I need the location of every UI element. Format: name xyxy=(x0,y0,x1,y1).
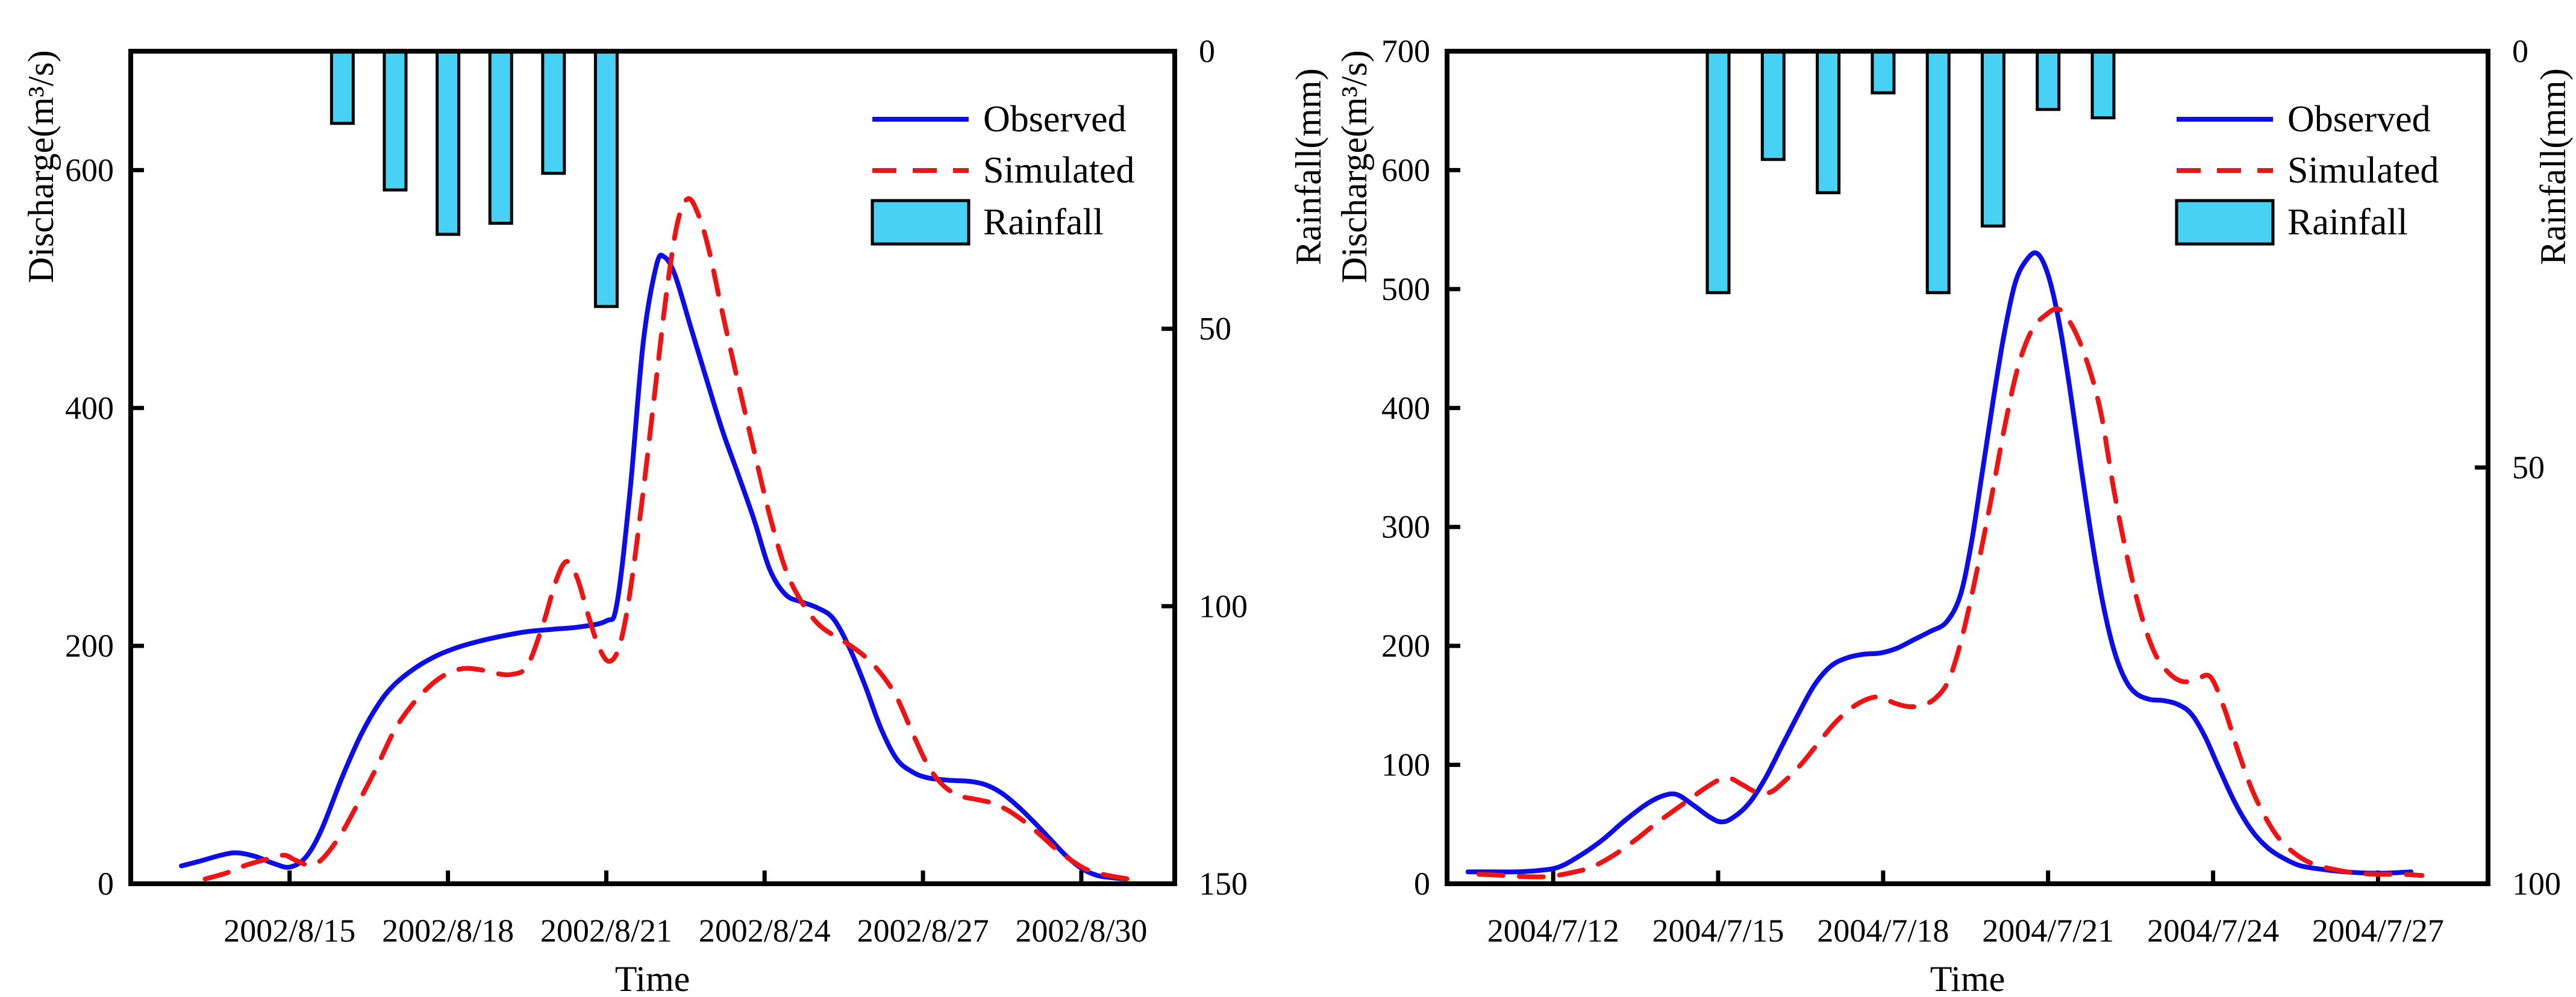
rainfall-bar xyxy=(2036,49,2061,111)
x-axis-title: Time xyxy=(615,959,690,997)
rainfall-bar xyxy=(1760,49,1786,161)
x-axis-title: Time xyxy=(1930,959,2005,997)
x-tick-label: 2002/8/15 xyxy=(224,913,355,949)
rainfall-bar xyxy=(1980,49,2005,228)
y-left-tick-label: 0 xyxy=(1414,866,1430,902)
rainfall-bar xyxy=(593,49,619,308)
y-right-tick-label: 100 xyxy=(1199,588,1248,624)
simulated-line xyxy=(1476,306,2425,880)
x-tick-label: 2002/8/21 xyxy=(540,913,672,949)
plot-border xyxy=(1445,49,2490,886)
y-left-tick-label: 600 xyxy=(65,152,114,188)
y-left-tick-label: 500 xyxy=(1381,271,1430,307)
legend-rainfall-label: Rainfall xyxy=(2287,202,2408,243)
chart-1-plot: 0 200 400 600 0 50 100 150 2002/8/15 2002/8/18 200… xyxy=(65,33,1248,949)
rainfall-bar xyxy=(1871,49,1896,95)
y-left-tick-label: 400 xyxy=(1381,390,1430,426)
x-tick-label: 2004/7/15 xyxy=(1652,913,1784,949)
x-tick-label: 2004/7/24 xyxy=(2147,913,2279,949)
y-left-tick-label: 600 xyxy=(1381,152,1430,188)
y-right-tick-label: 50 xyxy=(2512,449,2545,486)
legend-rainfall-label: Rainfall xyxy=(983,202,1104,243)
y-right-tick-label: 100 xyxy=(2512,866,2561,902)
x-tick-label: 2002/8/24 xyxy=(699,913,831,949)
rainfall-bar xyxy=(330,49,355,125)
x-tick-label: 2004/7/12 xyxy=(1487,913,1619,949)
y-right-tick-label: 50 xyxy=(1199,311,1231,347)
legend: Observed Simulated Rainfall xyxy=(2175,99,2439,246)
y-right-tick-label: 0 xyxy=(2512,33,2528,69)
x-tick-label: 2002/8/30 xyxy=(1015,913,1147,949)
y-left-axis-title: Discharge(m³/s) xyxy=(21,50,61,283)
y-left-tick-label: 700 xyxy=(1381,33,1430,69)
y-left-tick-label: 0 xyxy=(98,866,114,902)
legend-rainfall-swatch-icon xyxy=(871,199,971,246)
chart-1-static: Time Discharge(m³/s) Rainfall(mm) Observ… xyxy=(21,50,1328,997)
y-left-tick-label: 200 xyxy=(1381,628,1430,664)
y-left-axis-title: Discharge(m³/s) xyxy=(1334,50,1374,283)
rainfall-bar xyxy=(488,49,513,225)
legend: Observed Simulated Rainfall xyxy=(871,99,1134,246)
rainfall-bar xyxy=(383,49,408,192)
y-right-axis-title: Rainfall(mm) xyxy=(1289,68,1328,265)
chart-2-plot: 0 100 200 300 400 500 600 700 0 50 100 2004/7/12 200… xyxy=(1381,33,2561,949)
rainfall-bar xyxy=(541,49,566,175)
rainfall-bar xyxy=(1816,49,1841,195)
x-tick-label: 2004/7/21 xyxy=(1982,913,2114,949)
y-left-tick-label: 400 xyxy=(65,390,114,426)
rainfall-bar xyxy=(1705,49,1731,295)
observed-line xyxy=(179,252,1129,882)
y-right-tick-label: 150 xyxy=(1199,866,1248,902)
x-tick-label: 2004/7/27 xyxy=(2312,913,2444,949)
y-right-tick-label: 0 xyxy=(1199,33,1215,69)
chart-2-static: Time Discharge(m³/s) Rainfall(mm) Observ… xyxy=(1334,50,2573,997)
legend-observed-label: Observed xyxy=(2287,99,2431,140)
rainfall-bar xyxy=(436,49,461,236)
legend-simulated-label: Simulated xyxy=(983,150,1134,191)
y-left-tick-label: 100 xyxy=(1381,747,1430,783)
y-right-axis-title: Rainfall(mm) xyxy=(2533,68,2573,265)
x-tick-label: 2002/8/18 xyxy=(382,913,514,949)
y-left-tick-label: 200 xyxy=(65,628,114,664)
legend-observed-label: Observed xyxy=(983,99,1127,140)
rainfall-bar xyxy=(2090,49,2116,120)
x-tick-label: 2004/7/18 xyxy=(1817,913,1949,949)
y-left-tick-label: 300 xyxy=(1381,509,1430,545)
rainfall-bar xyxy=(1925,49,1951,295)
simulated-line xyxy=(202,196,1139,883)
legend-simulated-label: Simulated xyxy=(2287,150,2439,191)
legend-rainfall-swatch-icon xyxy=(2175,199,2275,246)
plot-border xyxy=(128,49,1177,886)
observed-line xyxy=(1465,250,2414,876)
x-tick-label: 2002/8/27 xyxy=(857,913,989,949)
